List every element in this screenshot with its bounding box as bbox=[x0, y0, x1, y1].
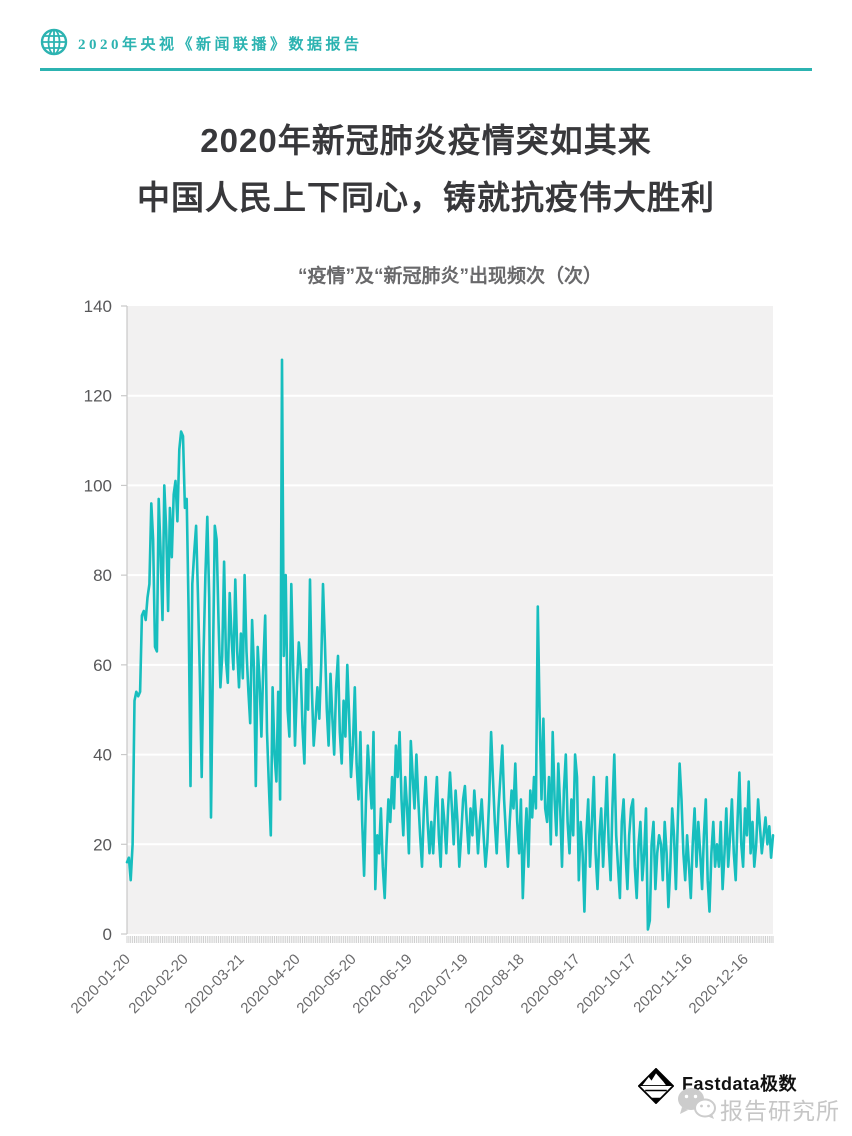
y-tick-label: 20 bbox=[93, 835, 112, 854]
x-tick-label: 2020-01-20 bbox=[68, 951, 134, 1017]
page-footer: Fastdata极数 报告研究所 bbox=[636, 1064, 852, 1128]
daily-tick-marks bbox=[126, 936, 774, 943]
brand-title: 2020年央视《新闻联播》数据报告 bbox=[78, 37, 363, 53]
chart-title: “疫情”及“新冠肺炎”出现频次（次） bbox=[297, 266, 602, 287]
globe-icon bbox=[40, 28, 68, 56]
x-tick-label: 2020-10-17 bbox=[574, 951, 640, 1017]
x-tick-label: 2020-07-19 bbox=[405, 951, 471, 1017]
y-tick-label: 0 bbox=[103, 925, 112, 944]
y-tick-label: 80 bbox=[93, 566, 112, 585]
report-title-line2: 中国人民上下同心，铸就抗疫伟大胜利 bbox=[137, 179, 715, 216]
y-tick-label: 100 bbox=[84, 476, 112, 495]
fastdata-logo-icon bbox=[638, 1068, 674, 1104]
header-rule bbox=[40, 68, 812, 71]
y-tick-label: 40 bbox=[93, 746, 112, 765]
x-tick-label: 2020-06-19 bbox=[349, 951, 415, 1017]
frequency-line bbox=[125, 358, 775, 931]
x-tick-label: 2020-08-18 bbox=[461, 951, 527, 1017]
watermark-text: 报告研究所 bbox=[720, 1098, 840, 1124]
report-title: 2020年新冠肺炎疫情突如其来 中国人民上下同心，铸就抗疫伟大胜利 bbox=[0, 112, 852, 226]
y-tick-label: 60 bbox=[93, 656, 112, 675]
watermark: 报告研究所 bbox=[676, 1084, 852, 1126]
x-tick-label: 2020-09-17 bbox=[518, 951, 584, 1017]
y-tick-label: 140 bbox=[84, 297, 112, 316]
x-tick-label: 2020-02-20 bbox=[125, 951, 191, 1017]
x-tick-label: 2020-04-20 bbox=[237, 951, 303, 1017]
y-tick-label: 120 bbox=[84, 387, 112, 406]
x-tick-label: 2020-03-21 bbox=[181, 951, 247, 1017]
report-title-line1: 2020年新冠肺炎疫情突如其来 bbox=[200, 122, 652, 159]
wechat-icon bbox=[678, 1088, 716, 1119]
fastdata-logo-text: Fastdata极数 bbox=[682, 1074, 798, 1094]
x-tick-label: 2020-12-16 bbox=[686, 951, 752, 1017]
x-tick-label: 2020-05-20 bbox=[293, 951, 359, 1017]
